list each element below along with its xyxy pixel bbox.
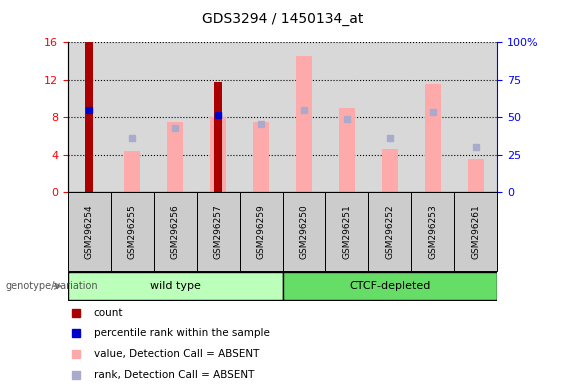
Bar xyxy=(68,272,282,300)
Bar xyxy=(282,272,497,300)
Bar xyxy=(240,192,282,271)
Bar xyxy=(111,192,154,271)
Text: rank, Detection Call = ABSENT: rank, Detection Call = ABSENT xyxy=(94,370,254,380)
Text: genotype/variation: genotype/variation xyxy=(6,281,98,291)
Text: GSM296250: GSM296250 xyxy=(299,204,308,259)
Text: GSM296257: GSM296257 xyxy=(214,204,223,259)
Bar xyxy=(411,192,454,271)
Bar xyxy=(382,149,398,192)
Bar xyxy=(167,122,183,192)
Text: GSM296254: GSM296254 xyxy=(85,204,94,259)
Text: wild type: wild type xyxy=(150,281,201,291)
Bar xyxy=(214,83,222,192)
Bar xyxy=(68,192,111,271)
Text: GSM296259: GSM296259 xyxy=(257,204,266,259)
Text: GSM296252: GSM296252 xyxy=(385,204,394,259)
Bar xyxy=(210,117,226,192)
Bar xyxy=(468,159,484,192)
Bar xyxy=(282,192,325,271)
Bar xyxy=(85,42,93,192)
Text: GSM296253: GSM296253 xyxy=(428,204,437,259)
Bar xyxy=(124,151,140,192)
Bar xyxy=(296,56,312,192)
Text: GSM296255: GSM296255 xyxy=(128,204,137,259)
Text: GSM296251: GSM296251 xyxy=(342,204,351,259)
Bar xyxy=(325,192,368,271)
Bar xyxy=(454,192,497,271)
Bar xyxy=(197,192,240,271)
Text: GDS3294 / 1450134_at: GDS3294 / 1450134_at xyxy=(202,12,363,26)
Text: GSM296261: GSM296261 xyxy=(471,204,480,259)
Bar xyxy=(368,192,411,271)
Bar xyxy=(253,122,269,192)
Text: count: count xyxy=(94,308,123,318)
Text: value, Detection Call = ABSENT: value, Detection Call = ABSENT xyxy=(94,349,259,359)
Text: GSM296256: GSM296256 xyxy=(171,204,180,259)
Bar xyxy=(154,192,197,271)
Bar xyxy=(339,108,355,192)
Bar xyxy=(425,84,441,192)
Text: percentile rank within the sample: percentile rank within the sample xyxy=(94,328,270,338)
Text: CTCF-depleted: CTCF-depleted xyxy=(349,281,431,291)
